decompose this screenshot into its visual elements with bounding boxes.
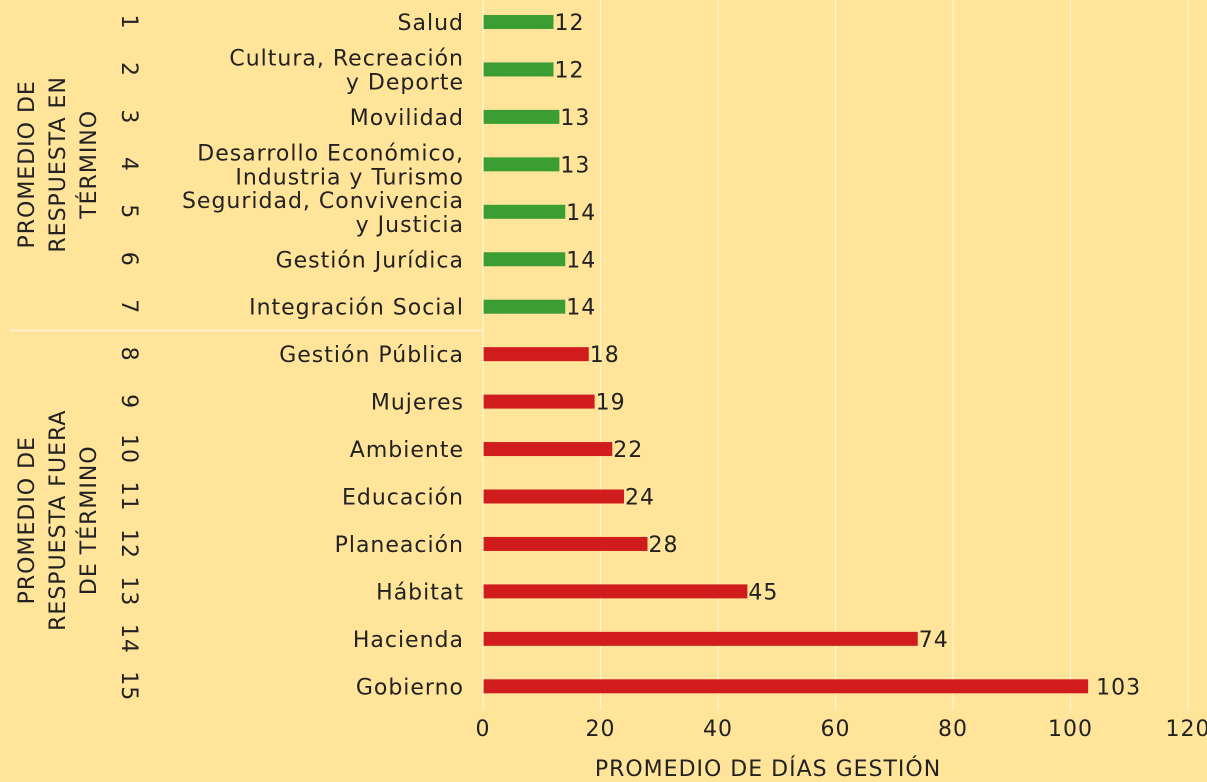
data-label: 13 <box>560 106 590 131</box>
x-axis-label: PROMEDIO DE DÍAS GESTIÓN <box>595 756 941 782</box>
data-label: 14 <box>566 296 596 321</box>
data-label: 74 <box>919 628 949 653</box>
rank-label: 12 <box>116 529 141 559</box>
data-label: 14 <box>566 201 596 226</box>
category-label: Planeación <box>335 533 464 558</box>
rank-label: 8 <box>116 347 141 362</box>
bar <box>483 109 560 124</box>
category-label: Cultura, Recreación <box>229 46 464 71</box>
group-label: DE TÉRMINO <box>76 445 102 595</box>
rank-label: 2 <box>116 62 141 77</box>
data-label: 22 <box>613 438 643 463</box>
bar <box>483 204 566 219</box>
bar <box>483 347 589 362</box>
rank-label: 13 <box>116 576 141 606</box>
bar <box>483 679 1089 694</box>
category-label: Seguridad, Convivencia <box>182 189 464 214</box>
category-label: Gobierno <box>356 675 464 700</box>
bar <box>483 252 566 267</box>
category-label: y Justicia <box>356 213 464 238</box>
category-label: Hábitat <box>376 580 464 605</box>
data-label: 14 <box>566 248 596 273</box>
x-tick-label: 80 <box>938 717 968 742</box>
category-label: Gestión Jurídica <box>276 248 464 273</box>
bar <box>483 394 595 409</box>
category-label: Salud <box>398 11 464 36</box>
category-label: Educación <box>342 486 464 511</box>
group-label: RESPUESTA EN <box>46 76 71 253</box>
category-label: Gestión Pública <box>279 343 464 368</box>
group-label: TÉRMINO <box>76 110 102 220</box>
category-label: Industria y Turismo <box>235 165 464 190</box>
bar <box>483 442 613 457</box>
bar <box>483 631 918 646</box>
x-tick-label: 100 <box>1048 717 1093 742</box>
bar <box>483 584 748 599</box>
bar <box>483 299 566 314</box>
bar <box>483 62 554 77</box>
category-label: y Deporte <box>346 70 464 95</box>
data-label: 24 <box>625 486 655 511</box>
category-label: Mujeres <box>371 391 464 416</box>
rank-label: 1 <box>116 15 141 30</box>
rank-label: 7 <box>116 299 141 314</box>
bar <box>483 157 560 172</box>
group-label: RESPUESTA FUERA <box>46 410 71 631</box>
rank-label: 6 <box>116 252 141 267</box>
data-label: 19 <box>596 391 626 416</box>
group-label: PROMEDIO DE <box>15 436 40 604</box>
data-label: 45 <box>748 580 778 605</box>
rank-label: 4 <box>116 157 141 172</box>
bar <box>483 15 554 29</box>
category-label: Desarrollo Económico, <box>197 141 464 166</box>
x-tick-label: 120 <box>1166 717 1207 742</box>
category-label: Ambiente <box>350 438 464 463</box>
data-label: 28 <box>649 533 679 558</box>
x-tick-label: 20 <box>586 717 616 742</box>
category-label: Integración Social <box>249 296 464 321</box>
rank-label: 9 <box>116 394 141 409</box>
rank-label: 5 <box>116 204 141 219</box>
rank-label: 3 <box>116 109 141 124</box>
data-label: 103 <box>1096 675 1141 700</box>
category-label: Movilidad <box>350 106 464 131</box>
data-label: 12 <box>555 58 585 83</box>
data-label: 12 <box>555 11 585 36</box>
x-tick-label: 40 <box>703 717 733 742</box>
rank-label: 14 <box>116 624 141 654</box>
category-label: Hacienda <box>353 628 464 653</box>
x-tick-label: 0 <box>476 717 491 742</box>
rank-label: 11 <box>116 482 141 512</box>
bar <box>483 536 648 551</box>
rank-label: 15 <box>116 671 141 701</box>
group-label: PROMEDIO DE <box>15 80 40 248</box>
bar <box>483 489 624 504</box>
x-tick-label: 60 <box>821 717 851 742</box>
data-label: 13 <box>560 153 590 178</box>
rank-label: 10 <box>116 434 141 464</box>
data-label: 18 <box>590 343 620 368</box>
